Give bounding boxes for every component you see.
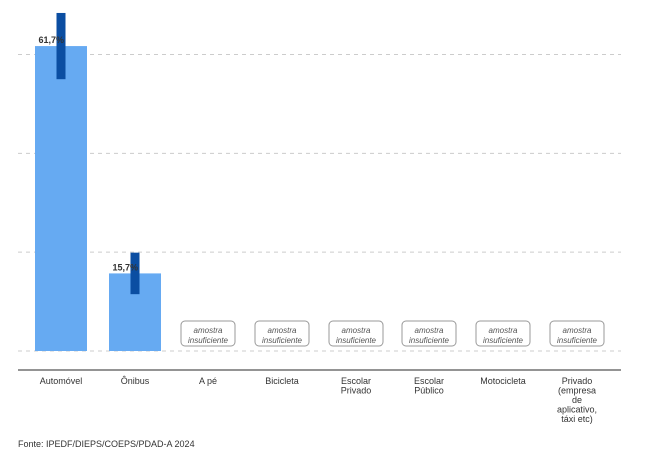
insufficient-badge-box-6 <box>475 320 531 347</box>
category-label-4: Escolar Privado <box>341 376 372 396</box>
data-labels: 61,7%15,7%amostrainsuficienteamostrainsu… <box>38 35 605 347</box>
category-label-7: Privado (empresa de aplicativo, táxi etc) <box>557 376 597 424</box>
error-bars <box>56 12 140 295</box>
source-note: Fonte: IPEDF/DIEPS/COEPS/PDAD-A 2024 <box>18 439 195 449</box>
category-labels: Automóvel Ônibus A pé Bicicleta Escolar Priva… <box>40 376 597 424</box>
insufficient-badge-box-2 <box>180 320 236 347</box>
insufficient-label-line-1: insuficiente <box>557 336 598 345</box>
insufficient-label-line-0: amostra <box>194 326 223 335</box>
insufficient-label-line-0: amostra <box>489 326 518 335</box>
error-bar-1 <box>130 252 140 295</box>
category-label-3: Bicicleta <box>265 376 299 386</box>
insufficient-badge-box-7 <box>549 320 605 347</box>
insufficient-label-line-1: insuficiente <box>262 336 303 345</box>
insufficient-label-line-0: amostra <box>342 326 371 335</box>
insufficient-badge-box-5 <box>401 320 457 347</box>
category-label-6: Motocicleta <box>480 376 526 386</box>
category-label-1: Ônibus <box>121 376 150 386</box>
category-label-0: Automóvel <box>40 376 83 386</box>
insufficient-label-line-1: insuficiente <box>336 336 377 345</box>
insufficient-badge-box-4 <box>328 320 384 347</box>
insufficient-label-line-1: insuficiente <box>188 336 229 345</box>
insufficient-label-line-1: insuficiente <box>409 336 450 345</box>
insufficient-label-line-0: amostra <box>268 326 297 335</box>
gridlines <box>18 53 621 352</box>
bars <box>35 46 161 351</box>
bar-0 <box>35 46 87 351</box>
error-bar-0 <box>56 12 66 80</box>
insufficient-label-line-0: amostra <box>415 326 444 335</box>
insufficient-label-line-1: insuficiente <box>483 336 524 345</box>
data-label-1: 15,7% <box>112 262 138 272</box>
category-label-2: A pé <box>199 376 217 386</box>
data-label-0: 61,7% <box>38 35 64 45</box>
insufficient-badge-box-3 <box>254 320 310 347</box>
insufficient-label-line-0: amostra <box>563 326 592 335</box>
category-label-5: Escolar Público <box>414 376 444 396</box>
